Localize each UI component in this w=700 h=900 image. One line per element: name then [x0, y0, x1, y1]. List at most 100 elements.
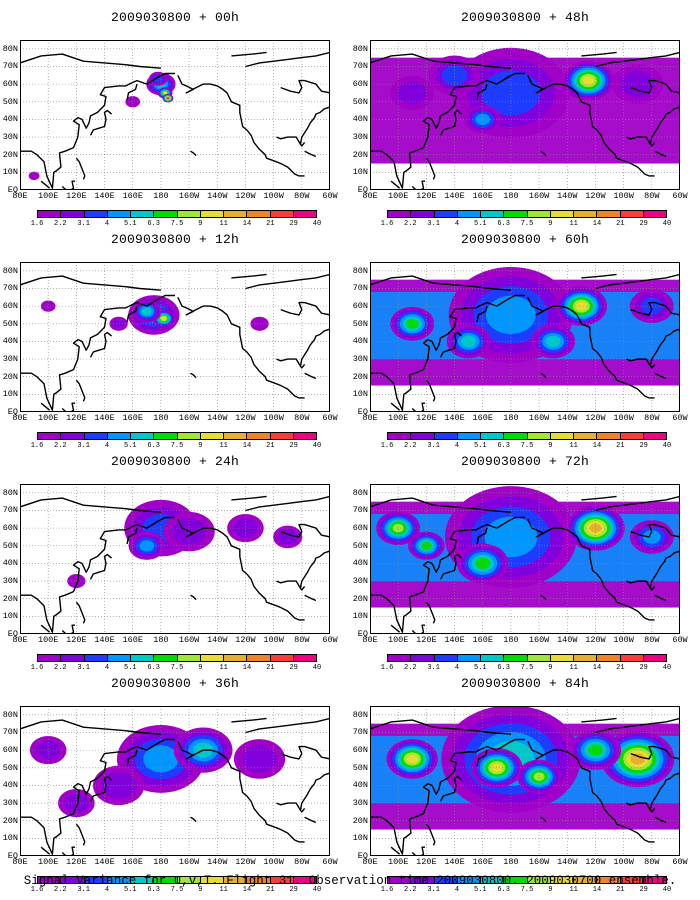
lat-tick-label: 10N [352, 611, 368, 622]
colorbar-label: 29 [639, 664, 648, 672]
map-panel: 2009030800 + 24h 80N 70N 60N 50N 40N 30N 20N 10N… [0, 444, 350, 672]
lon-tick-label: 120E [66, 635, 87, 645]
lat-tick-label: 30N [2, 131, 18, 142]
colorbar-label: 5.1 [474, 220, 487, 228]
lat-tick-label: 30N [352, 575, 368, 586]
colorbar-swatch [154, 211, 178, 217]
coastline [370, 72, 525, 189]
coastline [245, 717, 330, 734]
lon-tick-label: 180 [503, 857, 519, 867]
colorbar-label: 40 [312, 220, 322, 228]
colorbar-swatch [84, 877, 108, 883]
figure-caption: Signal Variance for u,v,T. Flight 31. Ob… [23, 874, 677, 888]
coastline [527, 74, 655, 177]
coastline [540, 372, 547, 379]
colorbar-label: 14 [592, 664, 602, 672]
signal-contour [397, 81, 427, 105]
lat-tick-label: 60N [2, 78, 18, 89]
colorbar-label: 7.5 [170, 886, 184, 894]
colorbar-label: 21 [266, 886, 275, 894]
lon-tick-label: 160E [472, 413, 493, 423]
colorbar-swatch [84, 211, 108, 217]
coastline [439, 553, 463, 580]
signal-contour [475, 113, 491, 126]
lon-tick-label: 80E [362, 413, 378, 423]
colorbar-label: 5.1 [474, 664, 487, 672]
colorbar-label: 40 [312, 664, 322, 672]
lon-tick-label: 120W [585, 413, 606, 423]
coastline [581, 51, 617, 57]
colorbar-swatch [131, 877, 155, 883]
colorbar-swatch [597, 655, 621, 661]
colorbar-label: 6.3 [497, 664, 510, 672]
colorbar-swatch [550, 655, 574, 661]
colorbar-swatches [387, 432, 667, 440]
colorbar-swatch [411, 211, 435, 217]
colorbar-label: 7.5 [520, 664, 534, 672]
colorbar-label: 2.2 [404, 664, 417, 672]
lon-tick-label: 100E [387, 191, 409, 201]
colorbar-swatch [247, 655, 271, 661]
lat-tick-label: 80N [2, 43, 18, 54]
lon-tick-label: 80W [644, 191, 660, 201]
coastline [654, 594, 667, 602]
colorbar-label: 6.3 [147, 886, 160, 894]
lon-tick-label: 100E [37, 635, 59, 645]
map-plot [20, 484, 330, 634]
coastline [40, 180, 51, 189]
colorbar-swatch [504, 655, 528, 661]
lat-tick-label: 70N [352, 505, 368, 516]
lat-tick-label: 20N [352, 593, 368, 604]
lat-tick-label: 70N [2, 283, 18, 294]
colorbar-swatch [200, 877, 224, 883]
coastline [231, 273, 267, 279]
coastline [280, 745, 330, 760]
lon-tick-label: 160W [528, 635, 550, 645]
lat-tick-label: 70N [2, 61, 18, 72]
colorbar-label: 29 [639, 442, 648, 450]
coastline [581, 273, 617, 279]
coastline [20, 275, 161, 291]
lon-tick-label: 100W [263, 191, 284, 201]
colorbar-swatch [411, 877, 435, 883]
lon-tick-label: 160E [122, 191, 143, 201]
colorbar-swatch [457, 655, 481, 661]
coastline [540, 594, 547, 601]
lat-tick-label: 70N [352, 727, 368, 738]
coastline [231, 495, 267, 501]
map-plot [20, 40, 330, 190]
lat-tick-label: EQ [7, 184, 18, 195]
colorbar-label: 9 [548, 664, 553, 672]
colorbar-label: 40 [662, 442, 672, 450]
lon-tick-label: 80E [362, 635, 378, 645]
coastline [476, 527, 488, 545]
lon-tick-label: 180 [153, 413, 169, 423]
lat-tick-label: EQ [357, 406, 368, 417]
colorbar-swatch [84, 433, 108, 439]
colorbar-label: 21 [616, 886, 625, 894]
colorbar-swatches [37, 876, 317, 884]
coastline [540, 150, 547, 157]
colorbar-label: 9 [198, 664, 203, 672]
colorbar-swatches [37, 654, 317, 662]
colorbar-swatch [620, 211, 644, 217]
signal-contour [167, 97, 169, 99]
lon-tick-label: 100E [387, 857, 409, 867]
colorbar-label: 2.2 [54, 220, 67, 228]
coastline [304, 816, 317, 824]
coastline [304, 594, 317, 602]
lat-tick-label: 20N [352, 371, 368, 382]
lon-tick-label: 100E [37, 413, 59, 423]
coastline [177, 296, 305, 399]
coastline [626, 328, 680, 367]
signal-contour [643, 530, 661, 544]
lat-tick-label: 10N [2, 389, 18, 400]
lat-tick-label: 80N [352, 487, 368, 498]
coastline [231, 51, 267, 57]
colorbar-label: 1.6 [380, 886, 394, 894]
colorbar-swatch [177, 211, 201, 217]
colorbar-label: 1.6 [380, 664, 394, 672]
map-panel: 2009030800 + 12h 80N 70N 60N 50N 40N 30N 20N 10N… [0, 222, 350, 450]
colorbar-swatch [61, 211, 85, 217]
lon-tick-label: 80W [294, 635, 310, 645]
